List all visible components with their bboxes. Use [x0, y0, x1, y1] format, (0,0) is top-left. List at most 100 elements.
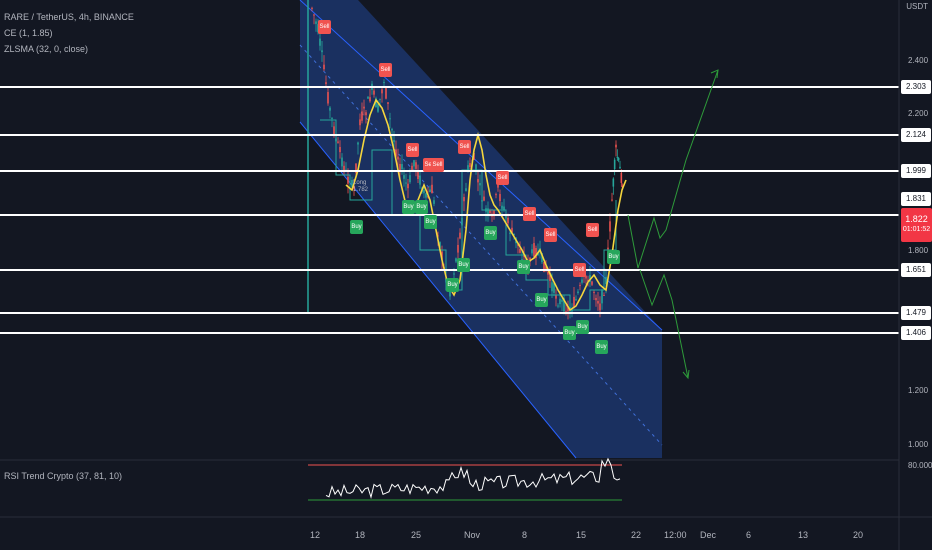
- support-resistance-levels: [0, 86, 899, 334]
- candle-body: [353, 186, 355, 189]
- level-price-badge[interactable]: 1.406: [901, 326, 931, 340]
- candle-body: [373, 90, 375, 95]
- candle-body: [613, 159, 616, 170]
- candle-body: [549, 273, 551, 281]
- candle-body: [571, 310, 573, 312]
- bar-countdown: 01:01:52: [902, 226, 931, 233]
- time-tick: 12:00: [664, 530, 687, 540]
- candle-body: [403, 175, 405, 179]
- time-tick: 20: [853, 530, 864, 540]
- signal-buy-label: Buy: [484, 226, 497, 240]
- candle-body: [321, 50, 323, 53]
- candle-body: [601, 289, 603, 304]
- time-tick: 22: [631, 530, 642, 540]
- candle-body: [457, 244, 459, 253]
- candle-body: [449, 291, 451, 297]
- signal-sell-label: Sell: [318, 20, 331, 34]
- candle-body: [615, 144, 617, 148]
- candle-body: [361, 111, 363, 121]
- candle-body: [311, 7, 313, 9]
- candle-body: [383, 81, 385, 84]
- candle-body: [551, 282, 553, 292]
- projection-path-down[interactable]: [639, 269, 689, 379]
- candle-body: [513, 233, 515, 236]
- channel-midline: [299, 44, 663, 446]
- candle-body: [377, 104, 379, 112]
- ce-legend[interactable]: CE (1, 1.85): [4, 28, 53, 38]
- candle-body: [477, 179, 479, 183]
- candle-body: [595, 297, 597, 301]
- candle-body: [453, 273, 455, 275]
- candle-body: [581, 279, 583, 283]
- time-tick: 13: [798, 530, 809, 540]
- candle-body: [459, 232, 461, 239]
- candle-body: [535, 248, 537, 258]
- long-annotation: Long 1.782: [353, 180, 368, 194]
- candle-body: [612, 178, 615, 187]
- candle-body: [501, 205, 503, 209]
- candle-body: [417, 170, 419, 180]
- candle-body: [327, 92, 329, 104]
- candle-body: [365, 112, 367, 116]
- current-price-badge[interactable]: 1.822 01:01:52: [901, 208, 932, 242]
- candle-body: [401, 164, 403, 170]
- candle-body: [333, 126, 335, 136]
- candle-body: [541, 253, 543, 263]
- time-tick: 15: [576, 530, 587, 540]
- price-tick: 1.800: [908, 246, 929, 255]
- level-price-badge[interactable]: 1.831: [901, 192, 931, 206]
- level-price-badge[interactable]: 1.999: [901, 164, 931, 178]
- candle-body: [389, 118, 391, 120]
- candle-body: [475, 164, 477, 172]
- candle-body: [497, 184, 499, 188]
- price-tick: 2.200: [908, 109, 929, 118]
- time-tick: Dec: [700, 530, 717, 540]
- signal-sell-label: Sell: [431, 158, 444, 172]
- candle-body: [441, 251, 443, 260]
- signal-buy-label: Buy: [424, 215, 437, 229]
- candle-body: [425, 193, 427, 198]
- time-tick: Nov: [464, 530, 481, 540]
- level-price-badge[interactable]: 2.124: [901, 128, 931, 142]
- candle-body: [465, 188, 467, 192]
- candle-body: [607, 247, 609, 250]
- candle-body: [385, 87, 387, 99]
- candle-body: [575, 299, 577, 301]
- projection-path-up[interactable]: [627, 69, 719, 269]
- candle-body: [363, 106, 365, 109]
- candle-body: [509, 232, 511, 234]
- rsi-legend[interactable]: RSI Trend Crypto (37, 81, 10): [4, 471, 123, 481]
- candle-body: [331, 117, 333, 119]
- level-price-badge[interactable]: 2.303: [901, 80, 931, 94]
- candle-body: [405, 182, 407, 184]
- candle-body: [341, 157, 343, 167]
- candle-body: [325, 82, 327, 85]
- candle-body: [599, 303, 601, 311]
- candlestick-series: [311, 6, 624, 320]
- candle-body: [419, 175, 421, 185]
- candle-body: [313, 14, 315, 16]
- time-tick: 8: [522, 530, 528, 540]
- time-tick: 6: [746, 530, 752, 540]
- candle-body: [553, 283, 555, 293]
- projection-path-up-arrow: [710, 69, 719, 79]
- signal-sell-label: Sell: [544, 228, 557, 242]
- candle-body: [547, 271, 549, 275]
- level-price-badge[interactable]: 1.479: [901, 306, 931, 320]
- candle-body: [503, 206, 505, 210]
- candle-body: [359, 119, 361, 126]
- symbol-legend[interactable]: RARE / TetherUS, 4h, BINANCE: [4, 12, 134, 22]
- candle-body: [545, 266, 547, 271]
- long-annotation-label: Long: [353, 180, 367, 186]
- candle-body: [605, 276, 607, 285]
- candle-body: [611, 199, 613, 201]
- candle-body: [561, 299, 563, 302]
- signal-buy-label: Buy: [535, 293, 548, 307]
- time-tick: 18: [355, 530, 366, 540]
- price-tick: 1.000: [908, 440, 929, 449]
- level-price-badge[interactable]: 1.651: [901, 263, 931, 277]
- regression-channel[interactable]: [300, 0, 662, 458]
- zlsma-legend[interactable]: ZLSMA (32, 0, close): [4, 44, 89, 54]
- signal-buy-label: Buy: [563, 326, 576, 340]
